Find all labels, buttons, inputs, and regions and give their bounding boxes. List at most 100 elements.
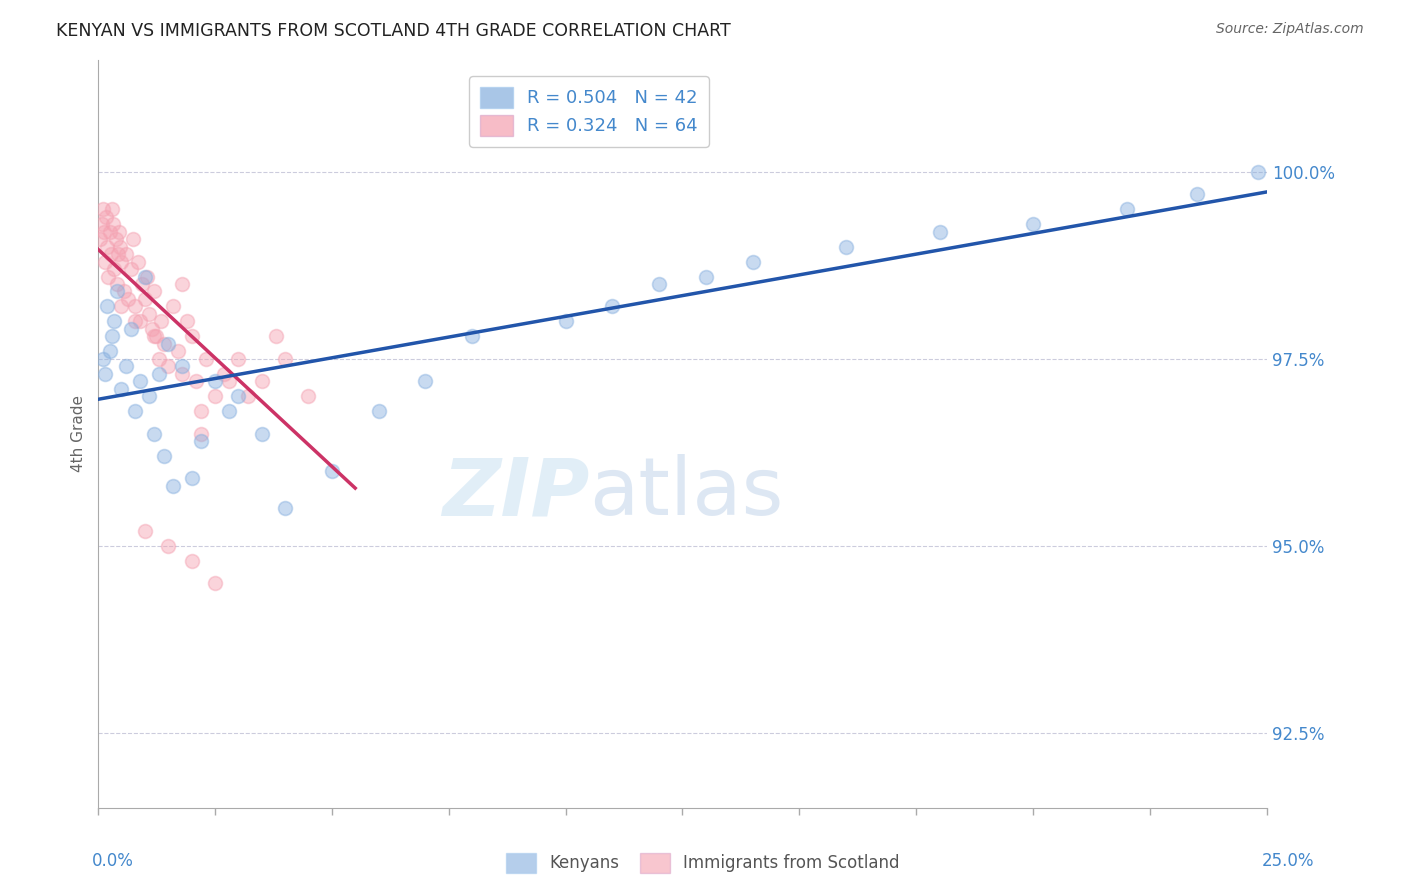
Point (218, 374, 240, 388)
Point (157, 336, 180, 351)
Text: atlas: atlas (589, 454, 783, 533)
Point (367, 404, 389, 418)
Point (129, 374, 152, 388)
Point (124, 314, 146, 328)
Point (93, 225, 115, 239)
Point (143, 426, 166, 441)
Point (554, 314, 576, 328)
Point (1246, 165, 1268, 179)
Point (250, 426, 273, 441)
Point (214, 367, 236, 381)
Point (264, 329, 287, 343)
Point (91, 202, 114, 217)
Point (134, 292, 156, 306)
Point (204, 576, 226, 591)
Point (143, 285, 166, 299)
Point (96, 300, 118, 314)
Point (180, 329, 202, 343)
Point (97, 269, 120, 284)
Point (162, 300, 184, 314)
Point (96, 210, 118, 224)
Point (190, 404, 212, 418)
Point (226, 389, 249, 403)
Point (105, 285, 128, 299)
Point (91, 351, 114, 366)
Point (138, 389, 160, 403)
Point (297, 389, 319, 403)
Point (152, 449, 174, 463)
Point (107, 247, 129, 261)
Legend: R = 0.504   N = 42, R = 0.324   N = 64: R = 0.504 N = 42, R = 0.324 N = 64 (470, 76, 709, 146)
Point (461, 329, 484, 343)
Point (150, 314, 173, 328)
Point (602, 300, 624, 314)
Point (110, 300, 132, 314)
Point (648, 277, 671, 291)
Point (89, 232, 111, 246)
Point (172, 367, 194, 381)
Point (1185, 187, 1208, 202)
Point (124, 404, 146, 418)
Point (204, 389, 226, 403)
Point (695, 269, 717, 284)
Point (127, 254, 149, 268)
Point (186, 374, 208, 388)
Point (124, 300, 146, 314)
Point (100, 247, 122, 261)
Point (129, 314, 152, 328)
Point (138, 307, 160, 321)
Text: Source: ZipAtlas.com: Source: ZipAtlas.com (1216, 22, 1364, 37)
Point (321, 464, 343, 478)
Point (98, 225, 121, 239)
Point (172, 277, 194, 291)
Point (134, 524, 156, 538)
Point (103, 262, 125, 277)
Point (90, 217, 112, 231)
Point (180, 554, 202, 568)
Y-axis label: 4th Grade: 4th Grade (72, 395, 86, 472)
Point (835, 239, 858, 253)
Point (274, 501, 297, 516)
Point (145, 329, 167, 343)
Point (162, 479, 184, 493)
Point (928, 225, 950, 239)
Point (134, 269, 156, 284)
Point (103, 314, 125, 328)
Point (148, 351, 170, 366)
Point (104, 232, 127, 246)
Point (120, 262, 142, 277)
Point (226, 351, 249, 366)
Point (101, 217, 124, 231)
Point (110, 239, 132, 253)
Text: 0.0%: 0.0% (91, 852, 134, 870)
Point (180, 471, 202, 485)
Point (94, 254, 117, 268)
Point (190, 434, 212, 448)
Point (98, 344, 121, 359)
Point (218, 404, 240, 418)
Point (152, 336, 174, 351)
Point (120, 322, 142, 336)
Point (190, 426, 212, 441)
Point (250, 374, 273, 388)
Point (110, 254, 132, 268)
Point (131, 277, 153, 291)
Text: KENYAN VS IMMIGRANTS FROM SCOTLAND 4TH GRADE CORRELATION CHART: KENYAN VS IMMIGRANTS FROM SCOTLAND 4TH G… (56, 22, 731, 40)
Point (148, 367, 170, 381)
Point (236, 389, 259, 403)
Point (115, 359, 138, 374)
Point (1022, 217, 1045, 231)
Text: ZIP: ZIP (441, 454, 589, 533)
Point (112, 285, 135, 299)
Point (143, 329, 166, 343)
Point (141, 322, 163, 336)
Point (176, 314, 198, 328)
Point (105, 277, 128, 291)
Point (741, 254, 763, 268)
Point (157, 539, 180, 553)
Point (101, 329, 124, 343)
Point (101, 202, 124, 217)
Point (115, 247, 138, 261)
Point (117, 292, 139, 306)
Point (274, 351, 297, 366)
